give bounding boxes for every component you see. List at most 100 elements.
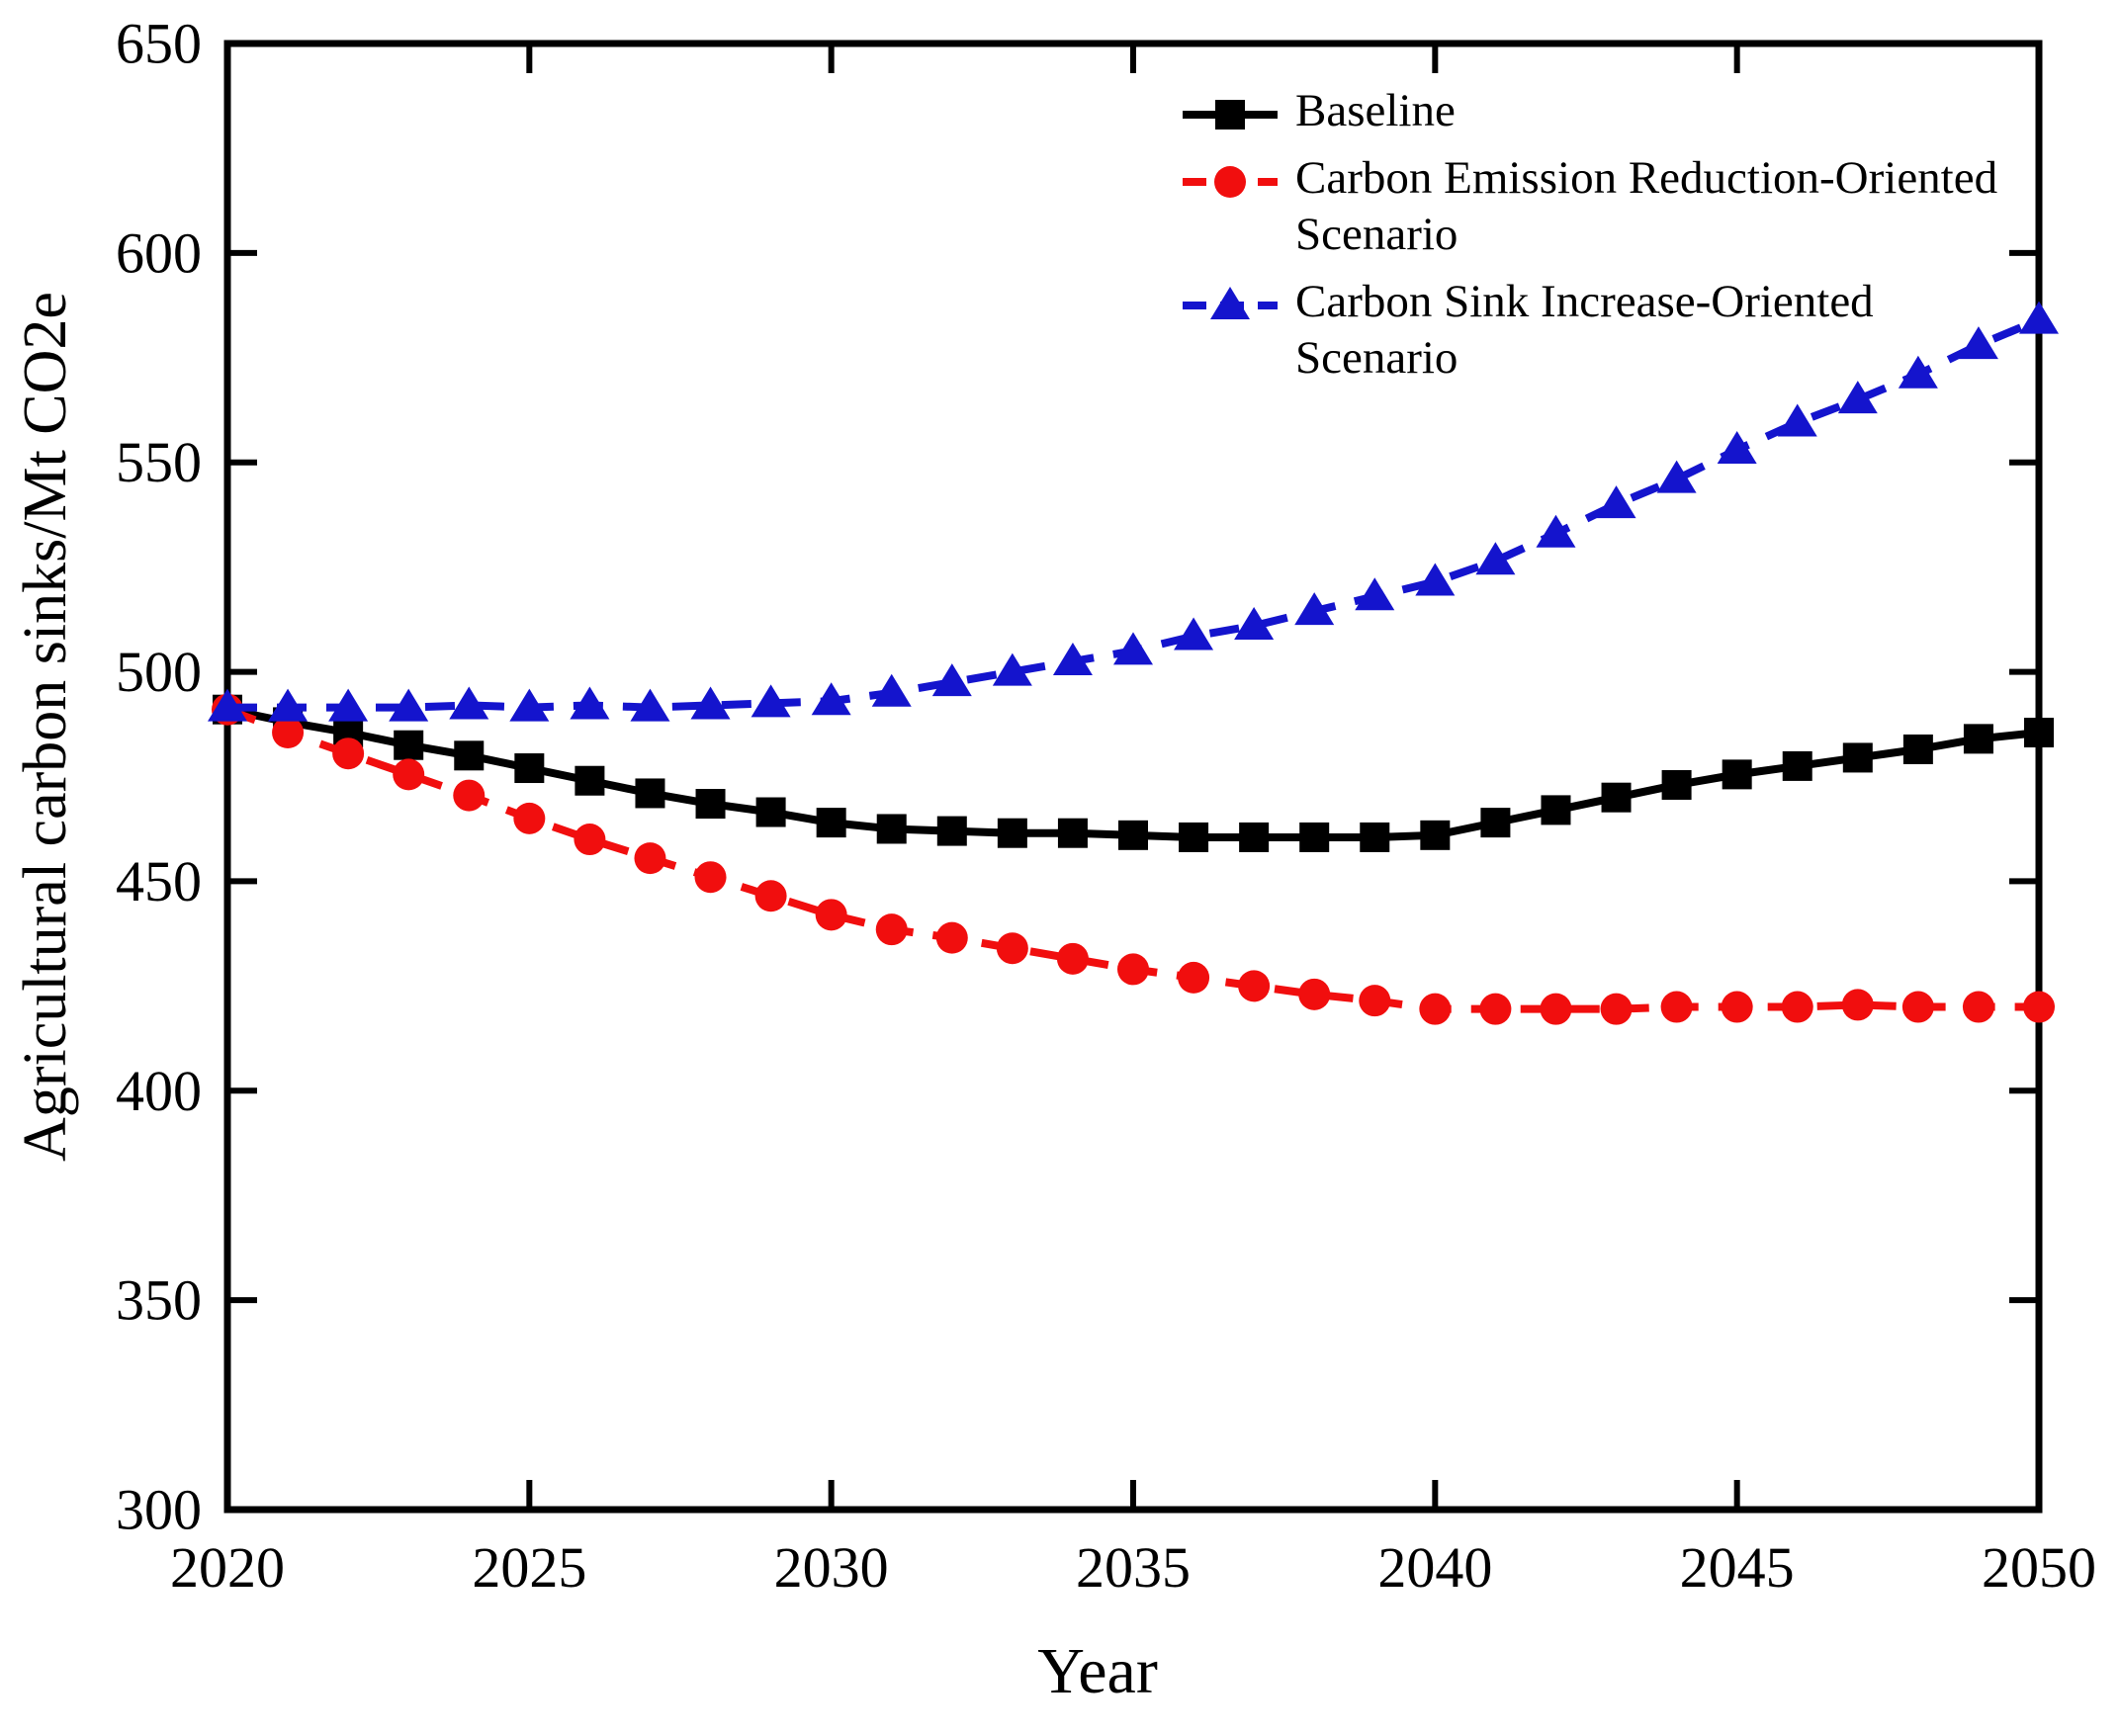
triangle-marker (690, 686, 731, 720)
chart-legend: Baseline Carbon Emission Reduction-Orient… (1179, 83, 2049, 387)
triangle-legend-icon (1183, 286, 1278, 319)
square-marker (1963, 724, 1993, 754)
square-marker (1480, 808, 1511, 838)
axis-ticks: 300 350 400 450 500 550 600 650 2020 2025 2030 2035… (116, 12, 2096, 1601)
triangle-marker (1052, 642, 1093, 675)
circle-marker (935, 921, 968, 954)
triangle-marker (1475, 542, 1516, 575)
circle-marker (1721, 991, 1753, 1023)
square-legend-icon (1183, 100, 1278, 130)
circle-marker (1660, 991, 1693, 1023)
triangle-marker (389, 688, 429, 722)
circle-marker (815, 899, 847, 931)
square-marker (876, 814, 907, 844)
data-series (208, 301, 2059, 1025)
circle-marker (1540, 993, 1572, 1025)
square-marker (574, 765, 605, 796)
circle-marker (1419, 993, 1452, 1025)
triangle-marker (208, 688, 247, 722)
x-tick-label: 2040 (1377, 1535, 1492, 1600)
circle-marker (1901, 991, 1934, 1023)
triangle-marker (1113, 632, 1153, 665)
square-marker (1239, 822, 1270, 852)
circle-marker (513, 802, 546, 834)
triangle-marker (570, 686, 610, 720)
y-tick-label: 500 (116, 640, 202, 704)
square-marker (1782, 750, 1812, 781)
square-marker (635, 778, 665, 809)
y-tick-label: 550 (116, 430, 202, 494)
circle-marker (1117, 953, 1149, 986)
square-marker (936, 816, 967, 846)
triangle-marker (268, 688, 309, 722)
legend-item: Baseline (1179, 83, 2049, 140)
x-tick-label: 2045 (1680, 1535, 1795, 1600)
circle-marker (1056, 942, 1089, 975)
triangle-marker (811, 682, 851, 716)
square-marker (1299, 822, 1330, 852)
x-axis-title: Year (1037, 1635, 1158, 1707)
circle-marker (453, 779, 486, 812)
circle-marker (1214, 166, 1246, 198)
y-tick-label: 300 (116, 1478, 202, 1542)
series-line (226, 705, 2040, 841)
triangle-marker (1837, 381, 1878, 414)
x-tick-label: 2020 (170, 1535, 285, 1600)
x-tick-label: 2035 (1076, 1535, 1191, 1600)
legend-label: Carbon Emission Reduction-Oriented Scena… (1295, 152, 1998, 261)
triangle-marker (1958, 326, 1998, 360)
x-tick-label: 2030 (774, 1535, 889, 1600)
triangle-marker (1898, 355, 1938, 389)
triangle-marker (1596, 485, 1636, 519)
circle-marker (996, 932, 1028, 965)
legend-label: Baseline (1295, 85, 1456, 136)
circle-marker (875, 913, 908, 946)
circle-marker (272, 717, 305, 749)
triangle-marker (509, 688, 550, 722)
square-marker (997, 818, 1027, 848)
square-marker (514, 753, 545, 784)
square-marker (1902, 734, 1933, 764)
triangle-marker (449, 686, 489, 720)
triangle-marker (1536, 514, 1576, 548)
circle-marker (1298, 978, 1331, 1010)
x-tick-label: 2050 (1982, 1535, 2096, 1600)
triangle-marker (1210, 286, 1250, 319)
circle-marker (332, 738, 365, 770)
triangle-marker (992, 652, 1032, 686)
triangle-marker (1294, 592, 1335, 626)
circle-marker (1238, 970, 1271, 1002)
square-marker (1215, 100, 1245, 130)
square-marker (1118, 820, 1148, 850)
triangle-marker (1355, 577, 1395, 611)
square-marker (394, 730, 424, 760)
circle-marker (754, 880, 787, 912)
square-marker (695, 789, 726, 820)
y-tick-label: 450 (116, 849, 202, 913)
circle-marker (1479, 993, 1512, 1025)
legend-label: Carbon Sink Increase-Oriented Scenario (1295, 275, 1874, 384)
circle-marker (1178, 961, 1210, 994)
circle-marker (574, 824, 606, 856)
square-marker (1179, 822, 1209, 852)
triangle-marker (1234, 606, 1275, 640)
series-baseline (213, 694, 2054, 852)
x-tick-label: 2025 (472, 1535, 586, 1600)
square-marker (755, 797, 786, 827)
square-marker (1360, 822, 1390, 852)
triangle-marker (931, 663, 972, 697)
square-marker (454, 740, 485, 771)
square-marker (1420, 820, 1451, 850)
circle-legend-icon (1183, 166, 1278, 198)
square-marker (1541, 795, 1571, 825)
triangle-marker (1415, 563, 1456, 596)
legend-item: Carbon Emission Reduction-Oriented Scena… (1179, 150, 2049, 264)
circle-marker (1962, 991, 1994, 1023)
circle-marker (694, 861, 727, 894)
triangle-marker (871, 673, 912, 707)
square-marker (816, 808, 846, 838)
square-marker (1601, 782, 1632, 813)
series-emission-reduction (212, 693, 2055, 1025)
y-tick-label: 350 (116, 1268, 202, 1333)
